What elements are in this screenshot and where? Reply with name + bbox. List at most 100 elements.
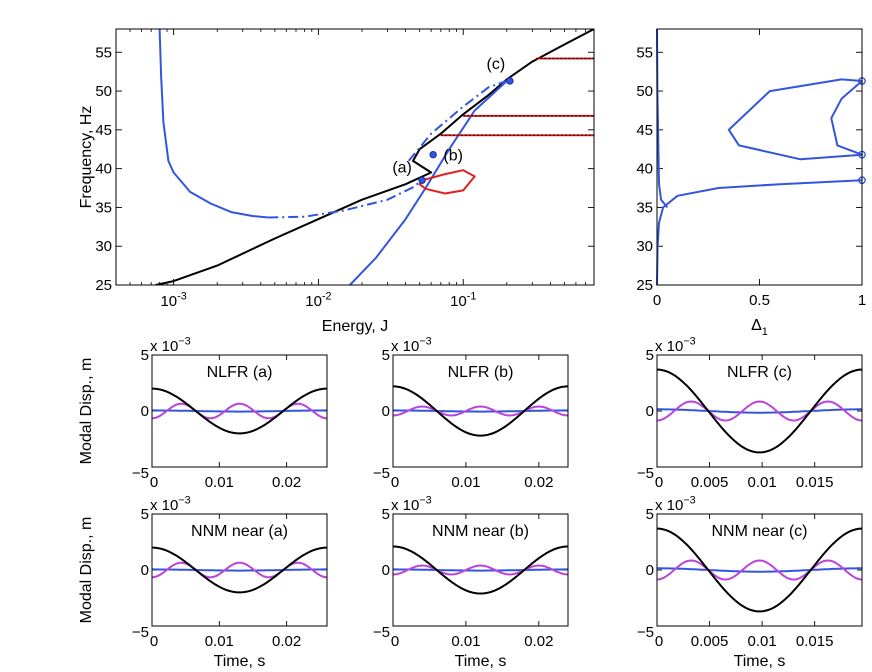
- y-tick-label: 0: [646, 562, 654, 579]
- y-tick-label: 40: [95, 161, 112, 178]
- point-label: (a): [392, 159, 412, 176]
- x-tick-label: 0.01: [748, 474, 777, 491]
- series-line: [656, 29, 669, 209]
- y-tick-label: 0: [382, 403, 390, 420]
- series-line: [656, 179, 863, 285]
- y-tick-label: 30: [636, 238, 653, 255]
- y-tick-label: −5: [373, 624, 390, 641]
- y-tick-label: 50: [636, 83, 653, 100]
- x-tick-label: 0: [391, 633, 399, 650]
- y-tick-label: 25: [636, 277, 653, 294]
- y-tick-label: 45: [95, 122, 112, 139]
- scale-factor-exp: −3: [683, 335, 695, 347]
- y-tick-label: 5: [141, 506, 149, 523]
- panel-series: [152, 546, 327, 594]
- panel-series: [393, 385, 568, 437]
- series-line: [393, 405, 568, 417]
- series-line: [393, 409, 568, 413]
- y-tick-label: 5: [141, 347, 149, 364]
- panel-title: NNM near (a): [191, 523, 288, 540]
- series-line: [657, 408, 862, 414]
- series-line: [727, 78, 863, 161]
- series-line: [657, 527, 862, 613]
- x-tick-label-base: 10: [160, 293, 177, 310]
- series-line: [158, 29, 269, 219]
- series-line: [657, 368, 862, 454]
- main-axes-frame: [115, 28, 595, 286]
- series-line: [152, 568, 327, 572]
- y-tick-label: 5: [382, 347, 390, 364]
- x-tick-label-exp: -1: [467, 290, 477, 302]
- x-tick-label: 0.005: [691, 474, 729, 491]
- x-tick-label: 0.5: [749, 292, 770, 309]
- panel-frame: [151, 354, 328, 468]
- scale-factor-base: x 10: [391, 497, 419, 514]
- panel-series: [657, 368, 862, 454]
- x-axis-title: Time, s: [455, 653, 507, 670]
- x-tick-label-base: 10: [450, 293, 467, 310]
- x-tick-label: 0.02: [272, 633, 301, 650]
- series-line: [152, 387, 327, 435]
- x-axis-title-base: Δ: [751, 317, 762, 334]
- x-axis-title: Δ1: [751, 317, 768, 338]
- x-tick-label: 1: [858, 292, 866, 309]
- x-tick-label: 0: [150, 633, 158, 650]
- x-tick-label: 10-2: [305, 290, 331, 310]
- y-tick-label: 55: [636, 44, 653, 61]
- x-tick-label: 0.015: [796, 633, 834, 650]
- scale-factor: x 10−3: [655, 335, 696, 355]
- y-tick-label: 55: [95, 44, 112, 61]
- series-line: [349, 80, 508, 285]
- scale-factor: x 10−3: [391, 494, 432, 514]
- x-tick-label: 10-3: [160, 290, 186, 310]
- x-axis-title: Time, s: [214, 653, 266, 670]
- series-line: [393, 564, 568, 576]
- main-plot: 10-3 10-2 10-125303540455055(a)(b)(c)Energ…: [78, 28, 595, 335]
- x-tick-label: 0.01: [748, 633, 777, 650]
- series-line: [152, 402, 327, 420]
- x-tick-label: 0.01: [451, 474, 480, 491]
- y-tick-label: 35: [95, 199, 112, 216]
- scale-factor-exp: −3: [683, 494, 695, 506]
- x-tick-label: 0: [391, 474, 399, 491]
- y-tick-label: 0: [141, 562, 149, 579]
- main-series: [155, 29, 594, 285]
- panel-title: NNM near (c): [711, 523, 807, 540]
- y-tick-label: 35: [636, 199, 653, 216]
- scale-factor-base: x 10: [655, 338, 683, 355]
- x-tick-label: 0.02: [524, 633, 553, 650]
- point-label: (b): [443, 148, 463, 165]
- y-tick-label: 50: [95, 83, 112, 100]
- side-series: [656, 29, 863, 285]
- x-tick-label: 0: [150, 474, 158, 491]
- scale-factor: x 10−3: [391, 335, 432, 355]
- y-tick-label: 0: [382, 562, 390, 579]
- series-line: [393, 545, 568, 595]
- panel-series: [393, 545, 568, 595]
- scale-factor-exp: −3: [419, 335, 431, 347]
- panel-frame: [656, 513, 863, 627]
- panel-title: NLFR (a): [207, 364, 273, 381]
- series-line: [152, 546, 327, 594]
- scale-factor-exp: −3: [419, 494, 431, 506]
- x-tick-label: 0.01: [205, 633, 234, 650]
- marker-point: [418, 176, 426, 184]
- x-axis-title: Time, s: [734, 653, 786, 670]
- panel-title: NNM near (b): [432, 523, 529, 540]
- y-axis-title: Frequency, Hz: [78, 106, 95, 209]
- scale-factor-base: x 10: [150, 338, 178, 355]
- x-tick-label: 0.02: [272, 474, 301, 491]
- y-axis-title: Modal Disp., m: [78, 358, 95, 465]
- scale-factor-base: x 10: [391, 338, 419, 355]
- x-axis-title-sub: 1: [762, 326, 768, 338]
- y-tick-label: 5: [646, 347, 654, 364]
- panel-frame: [392, 513, 569, 627]
- y-tick-label: −5: [637, 624, 654, 641]
- marker-point: [429, 150, 437, 159]
